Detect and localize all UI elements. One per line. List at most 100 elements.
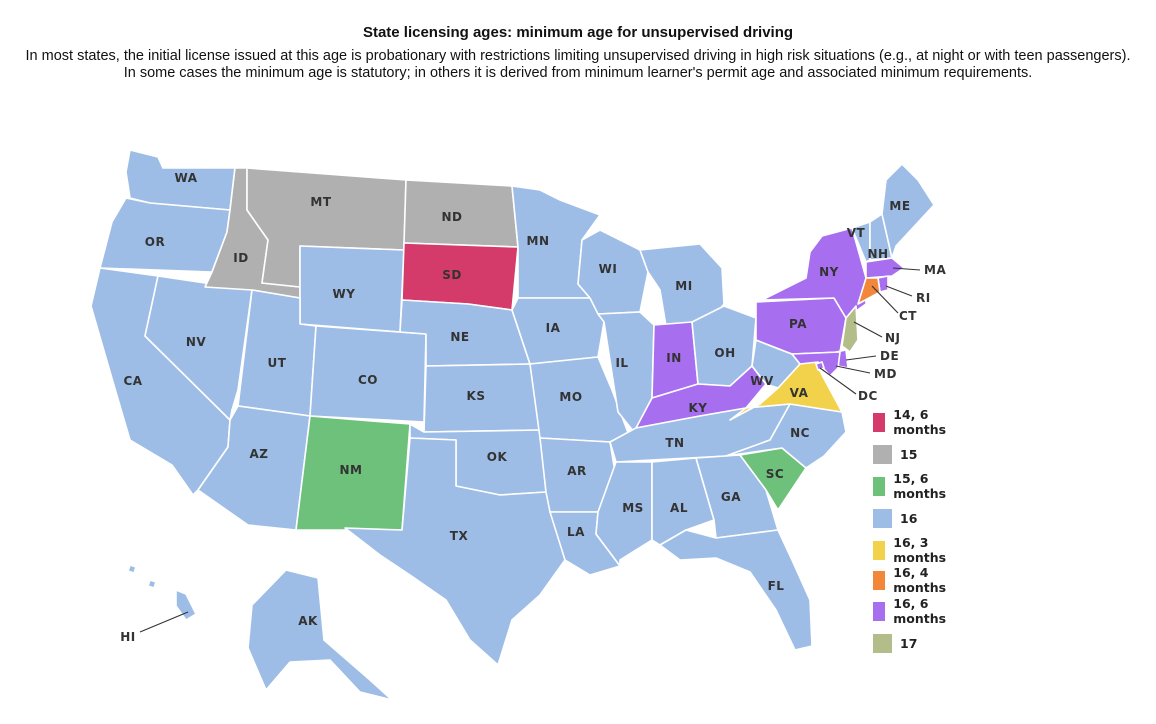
state-label-VT: VT [847, 226, 866, 240]
legend-swatch [873, 601, 886, 621]
map-title: State licensing ages: minimum age for un… [362, 24, 794, 41]
legend-label: 17 [900, 635, 918, 651]
legend-label: 15 [900, 446, 918, 462]
state-label-OR: OR [145, 235, 165, 249]
state-label-MO: MO [559, 390, 582, 404]
leader-CT [871, 285, 899, 314]
state-label-SD: SD [442, 268, 462, 282]
legend-item-17: 17 [873, 633, 917, 653]
legend-swatch [873, 444, 892, 464]
state-label-KS: KS [467, 389, 486, 403]
state-label-MT: MT [310, 195, 331, 209]
legend-item-14-6-months: 14, 6 months [873, 407, 953, 437]
state-label-NY: NY [819, 265, 839, 279]
legend-item-16-3-months: 16, 3 months [873, 535, 953, 565]
legend-item-15-6-months: 15, 6 months [873, 471, 953, 501]
legend-swatch [873, 476, 886, 496]
state-label-CA: CA [123, 374, 142, 388]
state-label-WY: WY [333, 287, 356, 301]
legend-swatch [873, 633, 892, 653]
state-label-WV: WV [750, 374, 774, 388]
state-label-NV: NV [186, 335, 207, 349]
state-ME[interactable] [881, 163, 935, 259]
state-label-VA: VA [790, 386, 809, 400]
state-label-FL: FL [768, 579, 785, 593]
state-label-KY: KY [689, 401, 708, 415]
state-NJ[interactable] [841, 305, 859, 353]
legend-swatch [873, 570, 886, 590]
state-NY[interactable] [761, 227, 867, 319]
leader-MD [835, 365, 871, 374]
state-HI-1[interactable] [175, 589, 197, 621]
state-label-DE: DE [880, 349, 899, 363]
legend-label: 16 [900, 510, 918, 526]
state-HI-2[interactable] [147, 579, 157, 589]
state-label-TX: TX [450, 529, 469, 543]
legend-label: 16, 6 months [893, 596, 947, 626]
state-label-AR: AR [567, 464, 587, 478]
state-MD[interactable] [791, 351, 841, 377]
state-DC[interactable] [815, 361, 825, 371]
leader-HI [139, 611, 189, 633]
state-label-TN: TN [665, 436, 684, 450]
state-AK[interactable] [247, 569, 393, 701]
state-label-IN: IN [666, 351, 682, 365]
state-label-OK: OK [487, 450, 508, 464]
legend-item-16: 16 [873, 508, 917, 528]
state-label-MI: MI [675, 279, 692, 293]
leader-DC [819, 367, 857, 395]
state-label-DC: DC [858, 389, 878, 403]
state-label-WA: WA [175, 171, 198, 185]
state-label-NE: NE [450, 330, 469, 344]
state-label-AZ: AZ [250, 447, 269, 461]
state-label-IA: IA [546, 321, 561, 335]
state-label-MS: MS [622, 501, 644, 515]
state-HI-3[interactable] [127, 564, 137, 574]
state-CT[interactable] [857, 277, 881, 305]
state-TX[interactable] [344, 437, 566, 666]
state-label-ND: ND [441, 210, 462, 224]
state-label-MA: MA [924, 263, 946, 277]
state-label-CO: CO [358, 373, 378, 387]
state-label-AK: AK [298, 614, 318, 628]
state-label-IL: IL [615, 356, 628, 370]
state-label-CT: CT [899, 309, 917, 323]
legend-item-15: 15 [873, 444, 917, 464]
state-label-MN: MN [527, 234, 550, 248]
legend-label: 15, 6 months [893, 471, 947, 501]
legend-swatch [873, 508, 892, 528]
leader-MA [892, 267, 921, 271]
state-label-MD: MD [874, 367, 897, 381]
legend-swatch [873, 412, 886, 432]
state-label-AL: AL [670, 501, 688, 515]
state-label-ID: ID [233, 251, 248, 265]
leader-NJ [853, 321, 883, 338]
legend-swatch [873, 540, 886, 560]
state-label-NJ: NJ [885, 331, 901, 345]
state-label-ME: ME [889, 199, 910, 213]
legend-label: 16, 4 months [893, 565, 947, 595]
state-label-RI: RI [916, 291, 931, 305]
state-label-GA: GA [721, 490, 741, 504]
leader-DE [845, 355, 877, 361]
legend-item-16-4-months: 16, 4 months [873, 565, 953, 595]
state-label-HI: HI [120, 630, 136, 644]
leader-RI [885, 285, 913, 297]
state-MA[interactable] [865, 257, 905, 279]
state-label-OH: OH [714, 346, 735, 360]
state-FL[interactable] [659, 529, 813, 651]
state-label-PA: PA [789, 317, 807, 331]
legend-label: 14, 6 months [893, 407, 947, 437]
state-label-WI: WI [599, 262, 618, 276]
state-label-UT: UT [268, 356, 287, 370]
label-leader-lines [139, 267, 921, 633]
state-label-SC: SC [766, 467, 784, 481]
legend-label: 16, 3 months [893, 535, 947, 565]
legend-item-16-6-months: 16, 6 months [873, 596, 953, 626]
state-label-NC: NC [790, 426, 810, 440]
state-label-LA: LA [567, 525, 585, 539]
map-subtitle: In most states, the initial license issu… [25, 48, 1131, 81]
state-label-NM: NM [340, 463, 363, 477]
state-label-NH: NH [867, 247, 888, 261]
